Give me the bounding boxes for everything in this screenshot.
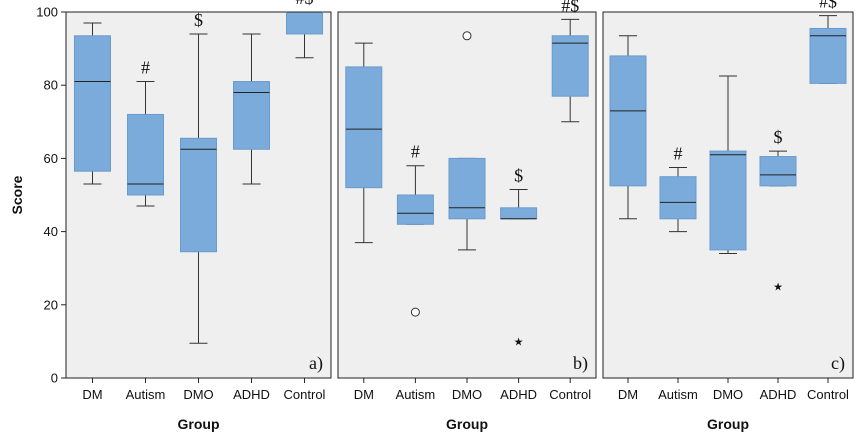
box-control	[551, 35, 589, 97]
box-autism	[396, 194, 434, 225]
x-tick-label: Control	[284, 387, 326, 402]
significance-annotation: #	[674, 144, 683, 164]
box-dm	[74, 35, 111, 172]
x-tick-label: DMO	[713, 387, 743, 402]
panel-label: c)	[831, 353, 845, 374]
significance-annotation: $	[514, 166, 523, 186]
box-adhd	[500, 207, 538, 220]
box-adhd	[233, 81, 270, 150]
extreme-point: ★	[773, 281, 783, 294]
panel-label: a)	[309, 353, 323, 374]
box-autism	[127, 113, 164, 196]
outlier-point	[410, 307, 420, 317]
y-axis-title: Score	[9, 175, 25, 214]
box-dmo	[448, 157, 486, 220]
box-autism	[659, 176, 697, 220]
x-tick-label: DM	[82, 387, 102, 402]
x-axis-title: Group	[178, 416, 220, 432]
significance-annotation: #	[411, 142, 420, 162]
y-tick-label: 60	[44, 151, 58, 166]
x-tick-label: DM	[618, 387, 638, 402]
x-tick-label: DMO	[452, 387, 482, 402]
significance-annotation: #$	[819, 0, 837, 12]
x-tick-label: DM	[354, 387, 374, 402]
x-tick-label: DMO	[183, 387, 213, 402]
y-tick-label: 100	[36, 5, 58, 20]
box-control	[809, 27, 847, 84]
box-control	[286, 11, 323, 35]
significance-annotation: $	[194, 10, 203, 30]
x-tick-label: Control	[807, 387, 849, 402]
x-tick-label: Control	[549, 387, 591, 402]
x-tick-label: ADHD	[500, 387, 537, 402]
box-dmo	[709, 150, 747, 251]
y-tick-label: 0	[51, 371, 58, 386]
y-tick-label: 20	[44, 297, 58, 312]
significance-annotation: #	[141, 58, 150, 78]
box-dm	[609, 55, 647, 187]
x-axis-title: Group	[707, 416, 749, 432]
x-tick-label: Autism	[126, 387, 166, 402]
y-tick-label: 80	[44, 78, 58, 93]
x-tick-label: Autism	[658, 387, 698, 402]
significance-annotation: #$	[561, 0, 579, 15]
box-dmo	[180, 137, 217, 253]
significance-annotation: #$	[296, 0, 314, 8]
x-axis-title: Group	[446, 416, 488, 432]
x-tick-label: ADHD	[233, 387, 270, 402]
extreme-point: ★	[514, 335, 524, 348]
x-tick-label: Autism	[396, 387, 436, 402]
significance-annotation: $	[774, 127, 783, 147]
box-adhd	[759, 156, 797, 187]
panel-label: b)	[573, 353, 588, 374]
y-tick-label: 40	[44, 224, 58, 239]
box-dm	[345, 66, 383, 189]
outlier-point	[462, 31, 472, 41]
x-tick-label: ADHD	[760, 387, 797, 402]
